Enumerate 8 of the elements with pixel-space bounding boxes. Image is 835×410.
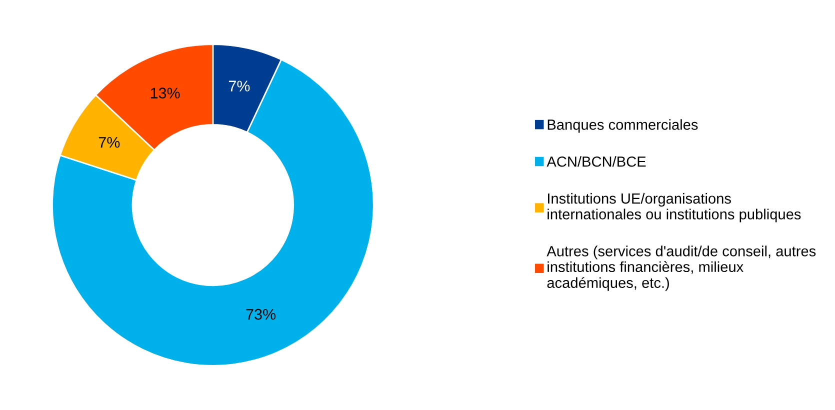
data-label: 13% (150, 88, 180, 98)
data-label: 7% (98, 136, 120, 148)
legend-label: Banques commerciales (548, 119, 698, 133)
legend-label: ACN/BCN/BCE (546, 156, 646, 167)
data-label: 7% (228, 80, 250, 92)
data-label: 73% (246, 308, 276, 320)
legend-label: Institutions UE/organisations internationales ou institutions publiques (548, 193, 801, 222)
legend-label: Autres (services d'audit/de conseil, autres institutions financières, milieux académiques, etc.) (546, 246, 816, 291)
